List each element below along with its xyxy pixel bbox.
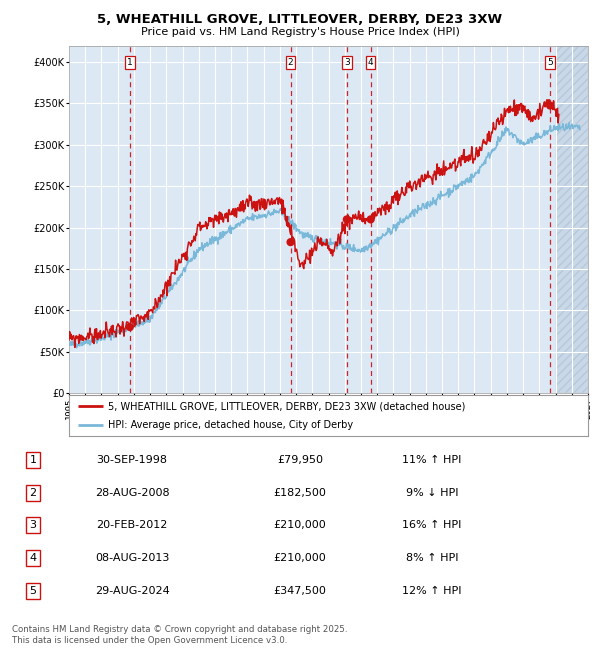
Text: £347,500: £347,500 — [274, 586, 326, 596]
Text: 12% ↑ HPI: 12% ↑ HPI — [402, 586, 462, 596]
Text: 30-SEP-1998: 30-SEP-1998 — [97, 455, 167, 465]
Text: HPI: Average price, detached house, City of Derby: HPI: Average price, detached house, City… — [108, 420, 353, 430]
Text: 29-AUG-2024: 29-AUG-2024 — [95, 586, 169, 596]
Text: 5, WHEATHILL GROVE, LITTLEOVER, DERBY, DE23 3XW (detached house): 5, WHEATHILL GROVE, LITTLEOVER, DERBY, D… — [108, 401, 466, 411]
Text: £210,000: £210,000 — [274, 521, 326, 530]
Point — [125, 322, 134, 332]
Point — [342, 214, 352, 225]
Text: 3: 3 — [29, 521, 37, 530]
Text: 11% ↑ HPI: 11% ↑ HPI — [403, 455, 461, 465]
Text: £79,950: £79,950 — [277, 455, 323, 465]
Text: £182,500: £182,500 — [274, 488, 326, 498]
Text: Contains HM Land Registry data © Crown copyright and database right 2025.
This d: Contains HM Land Registry data © Crown c… — [12, 625, 347, 645]
Point — [286, 237, 295, 248]
Text: £210,000: £210,000 — [274, 553, 326, 563]
Text: 5: 5 — [29, 586, 37, 596]
Text: 1: 1 — [29, 455, 37, 465]
Text: 4: 4 — [29, 553, 37, 563]
Text: 5: 5 — [547, 58, 553, 67]
Text: 4: 4 — [368, 58, 373, 67]
Point — [366, 214, 376, 225]
Text: 3: 3 — [344, 58, 350, 67]
Point — [545, 100, 555, 110]
Text: 28-AUG-2008: 28-AUG-2008 — [95, 488, 169, 498]
Text: 08-AUG-2013: 08-AUG-2013 — [95, 553, 169, 563]
Text: 2: 2 — [288, 58, 293, 67]
Text: 8% ↑ HPI: 8% ↑ HPI — [406, 553, 458, 563]
Text: Price paid vs. HM Land Registry's House Price Index (HPI): Price paid vs. HM Land Registry's House … — [140, 27, 460, 37]
Text: 20-FEB-2012: 20-FEB-2012 — [97, 521, 167, 530]
Bar — [556, 46, 588, 393]
Text: 16% ↑ HPI: 16% ↑ HPI — [403, 521, 461, 530]
Text: 1: 1 — [127, 58, 133, 67]
Text: 9% ↓ HPI: 9% ↓ HPI — [406, 488, 458, 498]
Text: 5, WHEATHILL GROVE, LITTLEOVER, DERBY, DE23 3XW: 5, WHEATHILL GROVE, LITTLEOVER, DERBY, D… — [97, 13, 503, 26]
Text: 2: 2 — [29, 488, 37, 498]
